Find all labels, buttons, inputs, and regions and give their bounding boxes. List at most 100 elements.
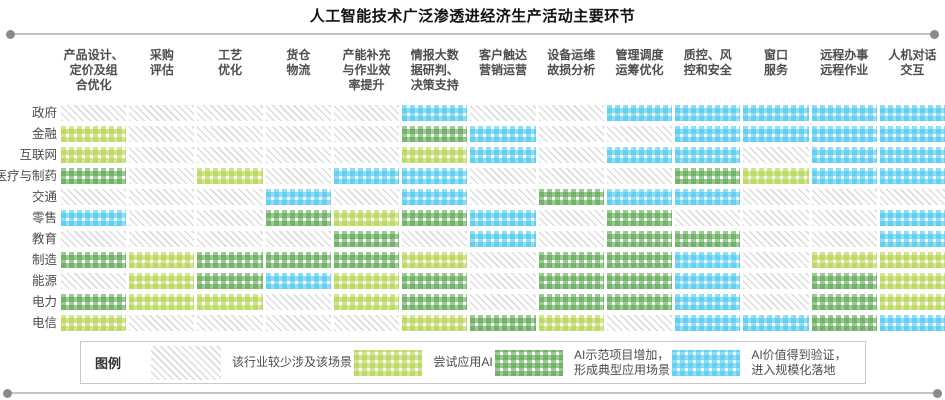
heatmap-cell [879,105,945,121]
heatmap-cell [61,126,127,142]
heatmap-cell [129,168,195,184]
heatmap-cell [265,294,331,310]
heatmap-row: 交通 [0,189,945,205]
legend-label: AI价值得到验证， 进入规模化落地 [751,347,847,377]
heatmap-cell [538,294,604,310]
heatmap-cell [811,147,877,163]
heatmap-cell [402,168,468,184]
heatmap-cell [811,294,877,310]
heatmap-cell [538,231,604,247]
heatmap-cell [129,315,195,331]
heatmap-cell [470,273,536,289]
legend-label: 该行业较少涉及该场景 [232,355,353,369]
heatmap-row: 医疗与制药 [0,168,945,184]
line-end-dot [933,388,942,398]
heatmap-cell [811,315,877,331]
heatmap-row: 能源 [0,273,945,289]
legend-item: 该行业较少涉及该场景 [151,345,354,380]
heatmap-cell [197,210,263,226]
heatmap-cell [265,231,331,247]
heatmap-cell [470,189,536,205]
legend-swatch [354,349,423,376]
heatmap-table: 产品设计、 定价及组 合优化 采购 评估 工艺 优化 货仓 物流 产能补充 与作业效 率… [0,48,945,336]
heatmap-cell [197,126,263,142]
heatmap-cell [470,252,536,268]
heatmap-cell [606,189,673,205]
heatmap-cell [675,273,741,289]
heatmap-cell [470,168,536,184]
heatmap-cell [743,168,809,184]
heatmap-cell [470,315,536,331]
heatmap-cell [470,126,536,142]
heatmap-cell [129,105,195,121]
line-end-dot [930,29,939,39]
heatmap-cell [675,168,741,184]
heatmap-cell [333,231,400,247]
heatmap-cell [606,231,673,247]
column-header: 人机对话 交互 [888,48,937,77]
heatmap-cell [538,273,604,289]
legend-item: 尝试应用AI [354,349,495,376]
column-header: 设备运维 故损分析 [547,48,596,77]
heatmap-cell [265,273,331,289]
heatmap-cell [197,147,263,163]
heatmap-cell [675,189,741,205]
column-header: 情报大数 据研判、 决策支持 [410,48,459,92]
legend-items: 该行业较少涉及该场景 尝试应用AI AI示范项目增加， 形成典型应用场景 AI价值得到… [151,345,849,380]
heatmap-cell [197,294,263,310]
heatmap-cell [743,315,809,331]
heatmap-cell [265,315,331,331]
heatmap-cell [879,189,945,205]
column-header: 产能补充 与作业效 率提升 [342,48,391,92]
heatmap-cell [811,252,877,268]
heatmap-cell [333,126,400,142]
heatmap-cell [333,315,400,331]
legend-title: 图例 [95,356,122,371]
heatmap-cell [129,126,195,142]
heatmap-cell [538,252,604,268]
row-label: 医疗与制药 [0,169,57,183]
heatmap-cell [606,210,673,226]
column-header: 工艺 优化 [218,48,243,77]
row-label: 教育 [31,232,57,246]
row-label: 电信 [31,316,57,330]
heatmap-cell [61,147,127,163]
heatmap-cell [879,252,945,268]
heatmap-row: 教育 [0,231,945,247]
heatmap-cell [265,210,331,226]
column-header: 货仓 物流 [286,48,311,77]
heatmap-cell [197,315,263,331]
heatmap-cell [402,231,468,247]
heatmap-cell [470,147,536,163]
row-label: 互联网 [19,148,57,162]
heatmap-cell [470,210,536,226]
heatmap-cell [129,231,195,247]
legend-box: 图例 该行业较少涉及该场景 尝试应用AI AI示范项目增加， 形成典型应用场景 AI价… [80,341,866,384]
heatmap-cell [606,315,673,331]
page-title: 人工智能技术广泛渗透进经济生产活动主要环节 [309,8,636,25]
heatmap-cell [879,126,945,142]
heatmap-cell [402,105,468,121]
heatmap-cell [743,210,809,226]
heatmap-cell [879,231,945,247]
heatmap-cell [743,147,809,163]
column-header: 窗口 服务 [763,48,788,77]
heatmap-cell [538,126,604,142]
column-header: 远程办事 远程作业 [820,48,869,77]
heatmap-cell [197,273,263,289]
heatmap-cell [675,126,741,142]
heatmap-cell [606,252,673,268]
heatmap-cell [811,210,877,226]
row-label: 政府 [31,106,57,120]
legend-swatch [495,349,563,376]
heatmap-cell [743,252,809,268]
heatmap-row: 政府 [0,105,945,121]
legend-swatch [672,349,741,376]
heatmap-cell [743,294,809,310]
heatmap-cell [402,147,468,163]
heatmap-cell [743,105,809,121]
column-header-row: 产品设计、 定价及组 合优化 采购 评估 工艺 优化 货仓 物流 产能补充 与作业效 率… [0,48,945,104]
heatmap-cell [811,189,877,205]
heatmap-cell [333,273,400,289]
heatmap-row: 电力 [0,294,945,310]
